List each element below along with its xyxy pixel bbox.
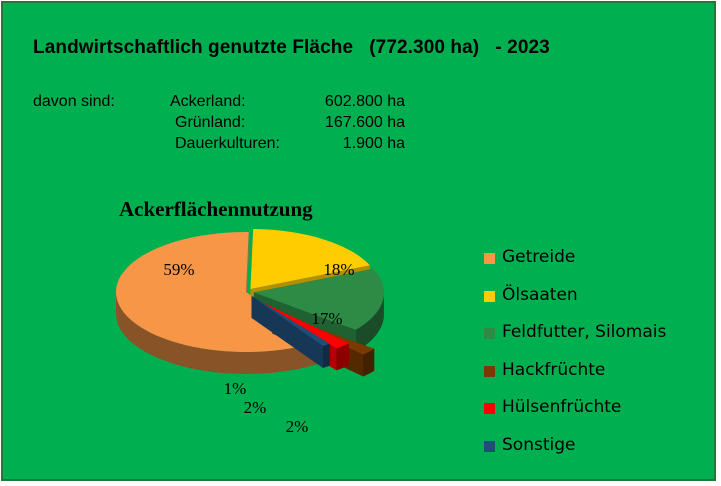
pie-label-4: 2% — [286, 417, 309, 436]
pie-outer-wall — [116, 292, 318, 374]
chart-panel: Landwirtschaftlich genutzte Fläche (772.… — [1, 1, 716, 481]
legend-swatch — [484, 365, 495, 377]
pie-outer-wall — [355, 290, 384, 352]
pie-top-face — [250, 229, 370, 289]
pie-slice-feldfutter-silomais — [253, 268, 384, 352]
pie-label-3: 17% — [311, 309, 342, 328]
pie-label-5: 2% — [244, 398, 267, 417]
ackerland-value: 602.800 ha — [324, 93, 405, 110]
pie-top-face — [253, 268, 384, 330]
pie-outer-wall — [336, 343, 349, 371]
pie-chart: 59% 18%17%2%2%1% — [116, 228, 384, 436]
pie-side-wall — [251, 295, 323, 368]
page-title: Landwirtschaftlich genutzte Fläche (772.… — [33, 37, 550, 58]
gruenland-value: 167.600 ha — [324, 114, 405, 131]
ackerland-label: Ackerland: — [170, 93, 246, 110]
legend-swatch — [484, 403, 495, 414]
legend-swatch — [484, 253, 495, 264]
davon-label: davon sind: — [33, 93, 115, 110]
pie-label-6: 1% — [224, 379, 247, 398]
legend-swatch — [484, 290, 495, 302]
gruenland-label: Grünland: — [175, 114, 246, 131]
pie-label-2: 18% — [323, 260, 354, 279]
legend-label: Hülsenfrüchte — [502, 397, 622, 417]
chart-title: Ackerflächennutzung — [119, 197, 313, 221]
legend-swatch — [484, 328, 495, 339]
pie-slice-sonstige — [251, 295, 330, 368]
legend-swatch — [484, 440, 495, 452]
dauerkulturen-label: Dauerkulturen: — [175, 135, 280, 152]
legend-label: Feldfutter, Silomais — [502, 322, 667, 342]
pie-label-1: 59% — [163, 260, 194, 279]
dauerkulturen-value: 1.900 ha — [342, 135, 405, 152]
legend-label: Sonstige — [502, 434, 576, 455]
legend-label: Getreide — [502, 247, 576, 267]
legend-label: Ölsaaten — [502, 284, 578, 305]
pie-outer-wall — [363, 348, 375, 377]
pie-outer-wall — [323, 343, 330, 368]
pie-top-face — [258, 300, 349, 349]
pie-top-face — [251, 295, 330, 346]
legend-label: Hackfrüchte — [502, 359, 606, 380]
